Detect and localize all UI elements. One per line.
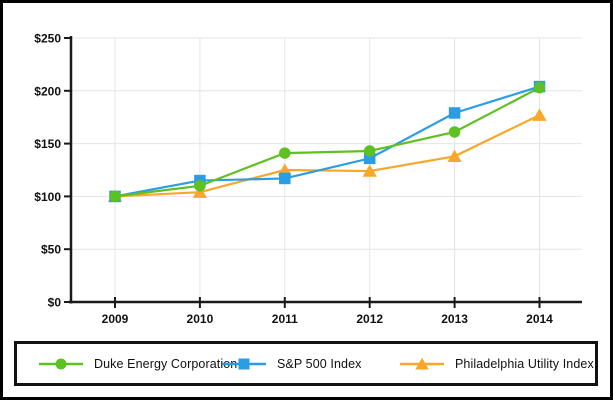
legend-label-sp500: S&P 500 Index [277,356,362,371]
x-tick-labels: 2009 2010 2011 2012 2013 2014 [102,312,554,326]
y-tick-label: $50 [41,243,61,257]
square-marker-icon [221,356,267,372]
y-tick-label: $250 [34,32,61,46]
y-tick-label: $100 [34,190,61,204]
y-tick-label: $150 [34,137,61,151]
x-tick-label: 2009 [102,312,129,326]
legend-item-sp500: S&P 500 Index [221,344,361,383]
y-tick-labels: $0 $50 $100 $150 $200 $250 [34,32,61,310]
y-tick-label: $200 [34,84,61,98]
performance-line-chart: $0 $50 $100 $150 $200 $250 2009 2010 2011 2012 201… [34,32,582,326]
chart-legend: Duke Energy Corporation S&P 500 Index Ph… [14,341,598,386]
x-tick-label: 2014 [526,312,553,326]
legend-item-duke-energy: Duke Energy Corporation [38,344,237,383]
x-tick-label: 2010 [187,312,214,326]
series-line [114,86,541,198]
series-line [114,114,540,198]
series-line [114,85,540,198]
series-markers [107,80,547,203]
circle-marker-icon [38,356,84,372]
y-tick-label: $0 [48,296,62,310]
axes [64,36,582,308]
x-tick-label: 2012 [356,312,383,326]
x-tick-label: 2013 [441,312,468,326]
legend-item-philadelphia-utility: Philadelphia Utility Index [399,344,594,383]
legend-label-duke-energy: Duke Energy Corporation [94,356,238,371]
x-tick-label: 2011 [272,312,298,326]
triangle-marker-icon [399,356,445,372]
series-lines [114,85,541,198]
legend-label-philadelphia-utility: Philadelphia Utility Index [455,356,594,371]
